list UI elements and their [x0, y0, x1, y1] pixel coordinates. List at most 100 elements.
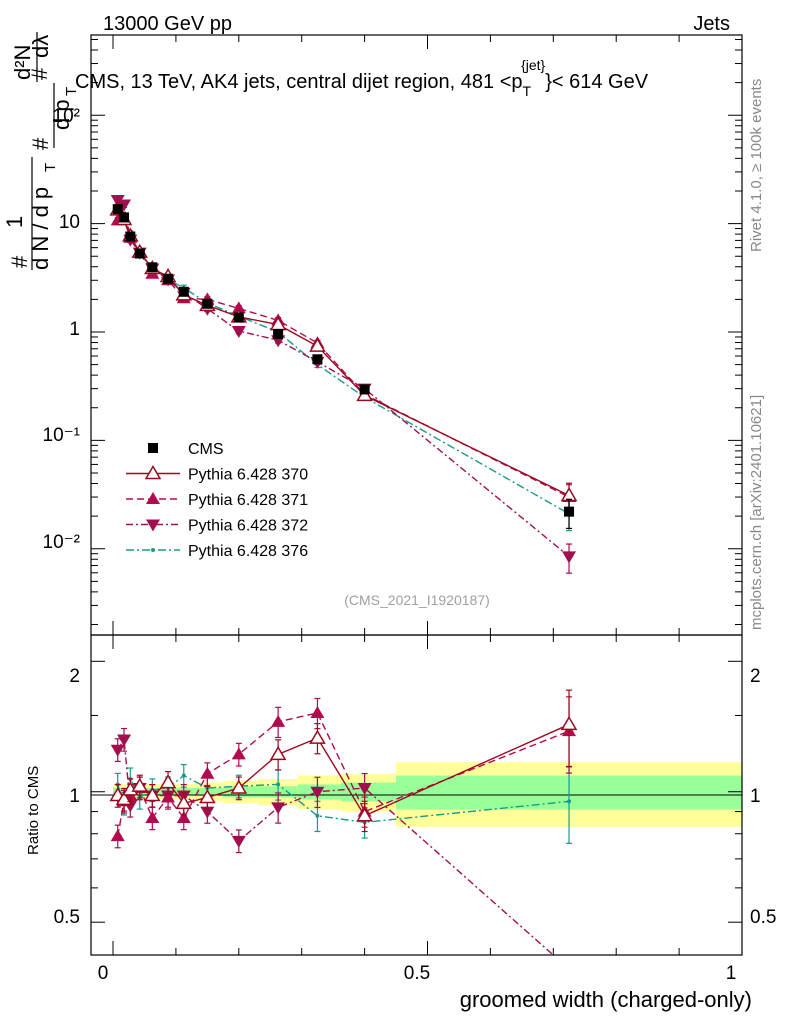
legend-item-cms: CMS [148, 441, 224, 458]
y-title-hash-1: # [7, 255, 32, 268]
legend-item-p376: Pythia 6.428 376 [126, 543, 308, 560]
ratio-ytick-label-right-1: 1 [750, 786, 761, 807]
legend-marker-cms [148, 443, 158, 453]
ratio-point-p372 [231, 835, 246, 848]
ratio-point-p372 [271, 802, 286, 815]
ratio-point-p370 [230, 779, 248, 794]
legend-marker-p376 [151, 548, 155, 552]
ratio-panel: 2 1 0.5 2 1 0.5 0 0.5 1 [54, 634, 776, 984]
ratio-point-p371 [110, 829, 125, 842]
y-title-T-sub-1: T [42, 163, 59, 172]
main-point-p372 [231, 326, 246, 339]
ratio-point-p371 [145, 810, 160, 823]
title-subscript-T: T [523, 83, 532, 99]
main-point-cms [564, 506, 575, 517]
ratio-point-p371 [176, 810, 191, 823]
header-right: Jets [693, 13, 730, 35]
main-point-p371 [231, 301, 246, 314]
ratio-point-p370 [309, 729, 326, 744]
legend-item-p370: Pythia 6.428 370 [126, 465, 308, 484]
legend: CMS Pythia 6.428 370 Pythia 6.428 371 Pythi… [126, 441, 308, 560]
title-suffix: }< 614 GeV [545, 71, 649, 93]
main-point-cms [273, 328, 284, 339]
ratio-series-p370 [109, 689, 578, 833]
mcplots-label: mcplots.cern.ch [arXiv:2401.10621] [748, 395, 765, 630]
ratio-point-p376 [276, 782, 281, 787]
ratio-point-p372 [117, 734, 132, 747]
main-panel: 10² 10 1 10⁻¹ 10⁻² CMS, 13 TeV, AK4 jets… [43, 34, 743, 636]
y-title-dp: d p [49, 99, 74, 130]
ratio-point-p370 [144, 787, 161, 802]
y-title-hash-2: # [28, 137, 53, 150]
main-point-cms [163, 273, 174, 284]
title-superscript-jet: {jet} [521, 57, 545, 73]
ratio-ytick-label-right-2: 2 [750, 666, 761, 687]
main-point-cms [134, 248, 145, 259]
y-title-T-sub-2: T [63, 87, 80, 96]
y-title-dlambda: dλ [28, 35, 53, 58]
ratio-y-axis-label: Ratio to CMS [25, 766, 42, 855]
ratio-ytick-label-1: 1 [69, 786, 80, 807]
ratio-ytick-label-right-0p5: 0.5 [750, 907, 776, 928]
main-ytick-label-0p01: 10⁻² [43, 532, 81, 553]
main-point-cms [312, 354, 323, 365]
ratio-point-p372 [357, 783, 372, 796]
legend-item-p371: Pythia 6.428 371 [126, 492, 308, 509]
ratio-point-p370 [199, 788, 216, 804]
ratio-point-p371 [271, 714, 286, 727]
legend-label-p371: Pythia 6.428 371 [188, 492, 308, 509]
ratio-panel-frame [90, 634, 743, 956]
ratio-point-p372 [110, 744, 125, 757]
ratio-point-p370 [131, 777, 149, 792]
ratio-point-p376 [567, 799, 572, 804]
ratio-series-layer [109, 689, 578, 955]
main-ytick-label-10: 10 [59, 212, 80, 233]
main-ytick-label-1: 1 [69, 319, 80, 340]
y-title-d2N: d²N [10, 45, 35, 80]
main-point-cms [359, 384, 370, 395]
main-line-p376 [117, 207, 570, 515]
main-line-p372 [117, 199, 570, 557]
ratio-point-p372 [200, 806, 215, 819]
main-point-cms [178, 286, 189, 297]
xtick-label-0p5: 0.5 [404, 963, 430, 984]
x-axis-label: groomed width (charged-only) [460, 987, 752, 1012]
y-title-hash-3: # [27, 67, 52, 80]
legend-marker-p371 [146, 492, 160, 504]
ratio-point-p371 [200, 766, 215, 779]
main-series-layer [109, 195, 578, 574]
header-left: 13000 GeV pp [103, 13, 232, 35]
analysis-id-label: (CMS_2021_I1920187) [344, 592, 490, 608]
ratio-point-p370 [175, 794, 193, 810]
main-ytick-label-100: 10² [53, 106, 80, 127]
main-point-p370 [309, 337, 326, 352]
ratio-point-p371 [231, 747, 246, 760]
ratio-point-p372 [310, 786, 325, 799]
main-ytick-label-0p1: 10⁻¹ [43, 425, 81, 446]
ratio-band-inner [195, 788, 224, 796]
main-point-cms [112, 204, 123, 215]
main-plot-title: CMS, 13 TeV, AK4 jets, central dijet reg… [75, 57, 649, 99]
ratio-point-p376 [181, 773, 186, 778]
ratio-point-p370 [356, 807, 373, 822]
main-y-axis-title: # 1 d N / d p T # d p T # d²N dλ [2, 32, 80, 270]
xtick-label-0: 0 [98, 963, 109, 984]
legend-label-p376: Pythia 6.428 376 [188, 543, 308, 560]
ratio-point-p371 [161, 790, 176, 803]
title-prefix: CMS, 13 TeV, AK4 jets, central dijet reg… [75, 71, 523, 93]
main-series-p376 [114, 204, 573, 532]
legend-label-p370: Pythia 6.428 370 [188, 467, 308, 484]
main-point-cms [233, 312, 244, 323]
main-point-p372 [562, 551, 577, 564]
rivet-version-label: Rivet 4.1.0, ≥ 100k events [748, 79, 765, 252]
legend-marker-p372 [146, 519, 160, 532]
main-point-p372 [117, 199, 132, 212]
legend-item-p372: Pythia 6.428 372 [126, 518, 308, 535]
legend-label-cms: CMS [188, 441, 224, 458]
main-series-p372 [110, 195, 577, 574]
ratio-point-p370 [560, 715, 578, 731]
ratio-point-p376 [315, 813, 320, 818]
ratio-point-p370 [269, 745, 287, 761]
y-title-dN-dp: d N / d p [28, 187, 53, 270]
